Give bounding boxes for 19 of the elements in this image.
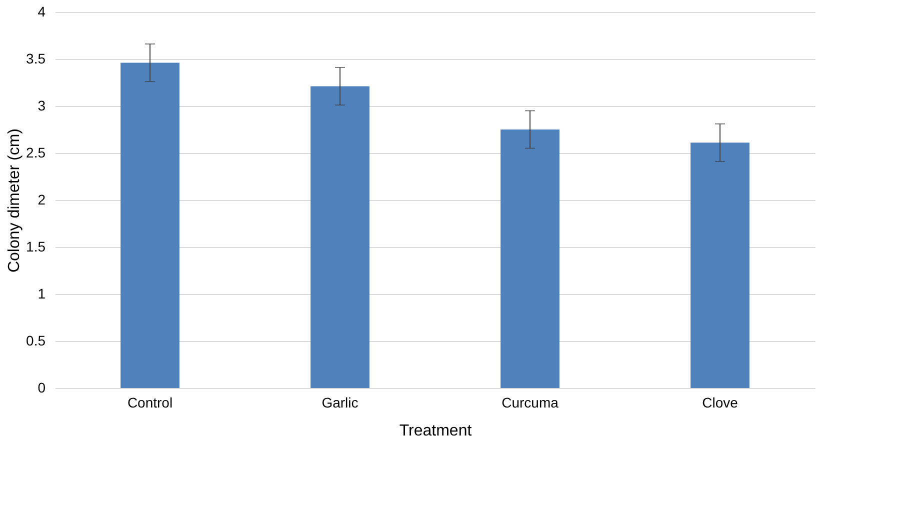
- y-tick-label: 0.5: [26, 332, 46, 348]
- x-tick-label: Clove: [702, 394, 738, 410]
- y-tick-label: 2: [38, 192, 46, 208]
- y-axis-title: Colony dimeter (cm): [6, 128, 24, 273]
- bar: [120, 62, 180, 388]
- x-tick-label: Curcuma: [502, 394, 559, 410]
- y-tick-label: 2.5: [26, 144, 46, 160]
- x-tick-label: Garlic: [322, 394, 358, 410]
- x-tick-label: Control: [127, 394, 173, 410]
- bar: [690, 142, 750, 388]
- bar: [500, 130, 560, 388]
- bar: [310, 86, 370, 388]
- y-tick-label: 1: [38, 286, 46, 302]
- y-tick-label: 0: [38, 380, 46, 396]
- y-tick-label: 1.5: [26, 238, 46, 254]
- y-tick-label: 3: [38, 98, 46, 114]
- y-tick-label: 4: [38, 4, 46, 20]
- y-tick-label: 3.5: [26, 50, 46, 66]
- x-axis-title: Treatment: [399, 422, 472, 440]
